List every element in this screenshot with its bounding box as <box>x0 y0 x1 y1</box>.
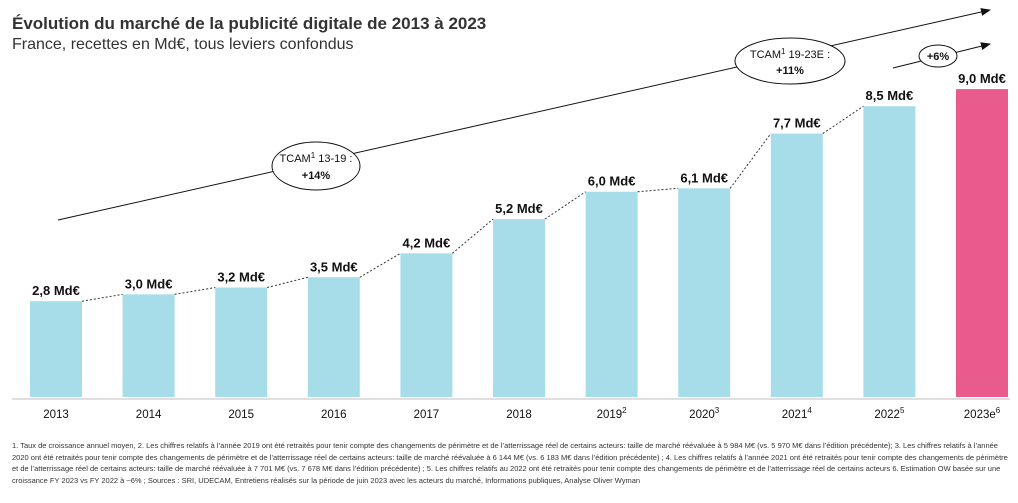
category-label-2018: 2018 <box>506 409 532 421</box>
value-label-2013: 2,8 Md€ <box>32 283 80 298</box>
bar-2020 <box>678 188 731 397</box>
category-label-2017: 2017 <box>414 409 440 421</box>
connector-2019-2020 <box>637 187 679 193</box>
value-label-2019: 6,0 Md€ <box>588 174 636 189</box>
footnote: 1. Taux de croissance annuel moyen, 2. L… <box>12 441 1008 485</box>
annotation-cagr-19-23-line1: TCAM1 19-23E : <box>750 47 830 61</box>
bar-2018 <box>493 219 545 397</box>
category-label-2023e: 2023e6 <box>964 406 1001 421</box>
value-label-2015: 3,2 Md€ <box>217 270 265 285</box>
value-label-2017: 4,2 Md€ <box>403 235 451 250</box>
value-label-2020: 6,1 Md€ <box>680 170 728 185</box>
annotation-cagr-13-19: TCAM1 13-19 : +14% <box>271 141 361 191</box>
connector-2021-2022 <box>822 105 864 134</box>
annotation-growth-2023: +6% <box>918 44 958 68</box>
chart-title: Évolution du marché de la publicité digi… <box>12 14 487 33</box>
connector-2020-2021 <box>729 133 772 189</box>
category-label-2014: 2014 <box>136 409 162 421</box>
value-label-2023e: 9,0 Md€ <box>958 71 1006 86</box>
bar-2015 <box>215 287 268 397</box>
category-label-2015: 2015 <box>228 409 254 421</box>
connectors-group <box>81 105 864 302</box>
connector-2016-2017 <box>359 252 401 278</box>
category-label-2022: 20225 <box>874 406 905 421</box>
category-label-2016: 2016 <box>321 409 347 421</box>
annotation-cagr-19-23: TCAM1 19-23E : +11% <box>734 37 846 85</box>
annotation-cagr-13-19-line1: TCAM1 13-19 : <box>280 151 353 165</box>
bar-2022 <box>863 106 916 398</box>
category-label-2019: 20192 <box>597 406 628 421</box>
bar-2016 <box>307 277 360 397</box>
bar-2021 <box>770 133 823 397</box>
annotation-cagr-13-19-line2: +14% <box>302 170 331 182</box>
connector-2014-2015 <box>174 287 216 295</box>
value-label-2022: 8,5 Md€ <box>866 88 914 103</box>
annotation-growth-2023-label: +6% <box>927 51 950 63</box>
bars-group <box>30 89 1008 398</box>
bar-2014 <box>122 294 175 397</box>
value-label-2014: 3,0 Md€ <box>125 276 173 291</box>
category-label-2020: 20203 <box>689 406 720 421</box>
trend-arrow-long <box>57 8 991 221</box>
category-label-2013: 2013 <box>43 409 69 421</box>
connector-2017-2018 <box>452 218 494 254</box>
connector-2015-2016 <box>267 276 308 289</box>
connector-2018-2019 <box>544 191 586 220</box>
bar-2023e <box>956 89 1008 398</box>
value-label-2018: 5,2 Md€ <box>495 201 543 216</box>
value-label-2021: 7,7 Md€ <box>773 116 821 131</box>
annotation-cagr-19-23-line2: +11% <box>776 65 804 77</box>
bar-chart: 2,8 Md€ 2013 3,0 Md€ 2014 3,2 Md€ 2015 3,5 Md€… <box>12 8 1010 421</box>
bar-2013 <box>30 301 82 397</box>
labels-group: 2,8 Md€ 2013 3,0 Md€ 2014 3,2 Md€ 2015 3,5 Md€… <box>32 71 1006 421</box>
value-label-2016: 3,5 Md€ <box>310 259 358 274</box>
category-label-2021: 20214 <box>782 406 813 421</box>
bar-2017 <box>400 253 453 397</box>
bar-2019 <box>585 191 638 397</box>
connector-2013-2014 <box>81 293 123 302</box>
chart-subtitle: France, recettes en Md€, tous leviers co… <box>12 36 354 53</box>
